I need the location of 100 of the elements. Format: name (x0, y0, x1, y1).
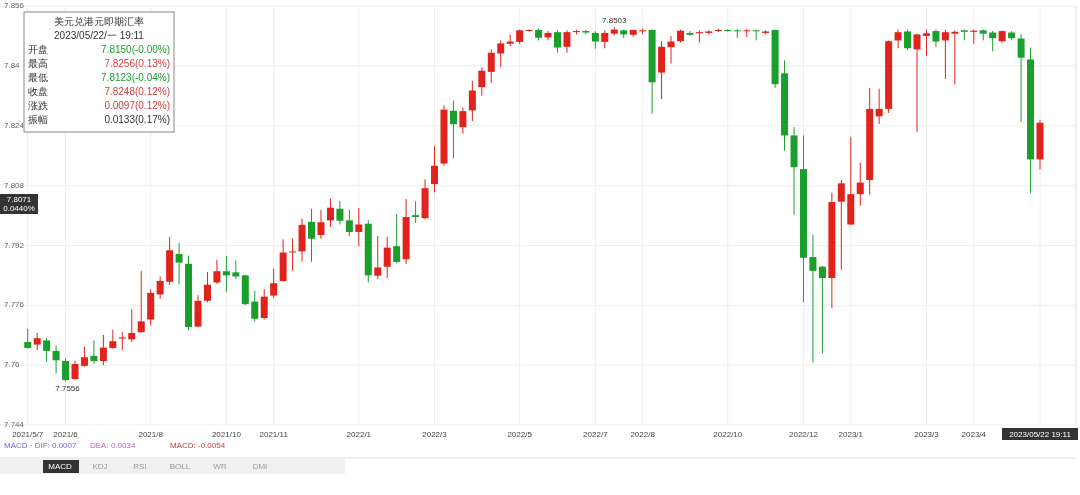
annotation: 7.8123(-0.04%) (101, 71, 170, 83)
text: 美元兑港元即期汇率 (54, 15, 144, 27)
candlestick (468, 80, 476, 122)
x-tick-label: 2022/7 (583, 429, 609, 439)
annotation: 开盘 (28, 43, 48, 55)
annotation: 收盘 (28, 85, 48, 97)
candlestick (71, 360, 79, 381)
x-tick-label: 2023/3 (914, 429, 940, 439)
candlestick (667, 35, 675, 65)
annotation: 7.8503 (602, 16, 628, 26)
candlestick (894, 29, 902, 49)
text: DEA: 0.0034 (90, 441, 136, 451)
candlestick (563, 29, 571, 54)
text: KDJ (92, 462, 108, 472)
candlestick (203, 271, 211, 303)
candlestick (582, 29, 590, 35)
candlestick (544, 30, 552, 41)
x-tick-label: 2021/11 (259, 429, 289, 439)
candlestick (374, 235, 382, 280)
candlestick (52, 344, 60, 374)
candlestick (232, 259, 240, 280)
candlestick (326, 198, 334, 228)
x-tick-label: 2022/3 (422, 429, 448, 439)
candlestick (904, 29, 912, 51)
candlestick (875, 88, 883, 125)
candlestick (951, 29, 959, 86)
text: BOLL (169, 462, 191, 472)
text: DMI (252, 462, 268, 472)
candlestick (137, 270, 145, 334)
x-tick-label: 2023/1 (838, 429, 864, 439)
x-tick-label: 2021/6 (53, 429, 79, 439)
text: MACD: -0.0054 (170, 441, 226, 451)
y-tick-label: 7.84 (4, 60, 21, 70)
candlestick (43, 337, 51, 363)
x-tick-label: 2022/8 (630, 429, 656, 439)
candlestick (355, 207, 363, 247)
candlestick (90, 339, 98, 365)
x-tick-label: 2022/5 (507, 429, 533, 439)
y-tick-label: 7.776 (4, 300, 25, 310)
candlestick (809, 234, 817, 364)
candlestick (270, 268, 278, 299)
candlestick (317, 209, 325, 240)
candlestick (80, 346, 88, 368)
candlestick (478, 66, 486, 97)
candlestick (109, 329, 117, 350)
candlestick (837, 179, 845, 271)
candlestick (818, 265, 826, 355)
text: WR (213, 462, 227, 472)
annotation: 7.8256(0.13%) (104, 57, 170, 69)
annotation: 最高 (28, 57, 48, 69)
candlestick (989, 30, 997, 52)
candlestick (383, 236, 391, 279)
candlestick (913, 33, 921, 133)
candlestick (554, 29, 561, 54)
candlestick (345, 209, 353, 237)
candlestick (62, 357, 70, 383)
candlestick (24, 328, 32, 350)
candlestick (128, 308, 136, 343)
annotation: 0.0440% (3, 203, 35, 213)
candlestick (251, 290, 259, 322)
candlestick (289, 237, 297, 272)
text: RSI (133, 462, 147, 472)
candlestick (449, 100, 457, 159)
candlestick (393, 213, 401, 264)
candlestick (1017, 33, 1025, 123)
candlestick (686, 30, 694, 37)
candlestick (336, 200, 344, 225)
candlestick (459, 106, 467, 135)
candlestick (412, 200, 420, 224)
candlestick (922, 29, 930, 57)
candlestick (175, 242, 183, 285)
y-tick-label: 7.856 (4, 1, 25, 11)
candlestick (856, 162, 864, 207)
x-tick-label: 2021/10 (211, 429, 242, 439)
annotation: 涨跌 (28, 99, 48, 111)
annotation: 7.8071 (6, 194, 32, 204)
annotation: 7.8248(0.12%) (104, 85, 170, 97)
x-tick-label: 2022/1 (346, 429, 372, 439)
candlestick (431, 145, 439, 193)
candlestick (487, 48, 495, 84)
candlestick (260, 288, 268, 320)
annotation: 最低 (28, 71, 48, 83)
x-tick-label: 2023/4 (961, 429, 987, 439)
text: MACD (48, 462, 72, 472)
candlestick (525, 28, 533, 33)
y-tick-label: 7.824 (4, 120, 25, 130)
candlestick (222, 255, 230, 293)
candlestick (941, 29, 949, 80)
candlestick (705, 29, 713, 35)
x-tick-label: 2022/12 (789, 429, 819, 439)
x-tick-label: 2023/05/22 19:11 (1009, 429, 1072, 439)
candlestick (99, 334, 107, 366)
candlestick (308, 208, 316, 263)
y-tick-label: 7.792 (4, 240, 25, 250)
text: MACD · DIF: 0.0007 (4, 441, 78, 451)
annotation: 振幅 (28, 113, 48, 125)
y-tick-label: 7.808 (4, 180, 25, 190)
x-tick-label: 2021/5/7 (12, 429, 44, 439)
annotation: 7.7556 (55, 383, 81, 393)
annotation: 0.0133(0.17%) (104, 113, 170, 125)
